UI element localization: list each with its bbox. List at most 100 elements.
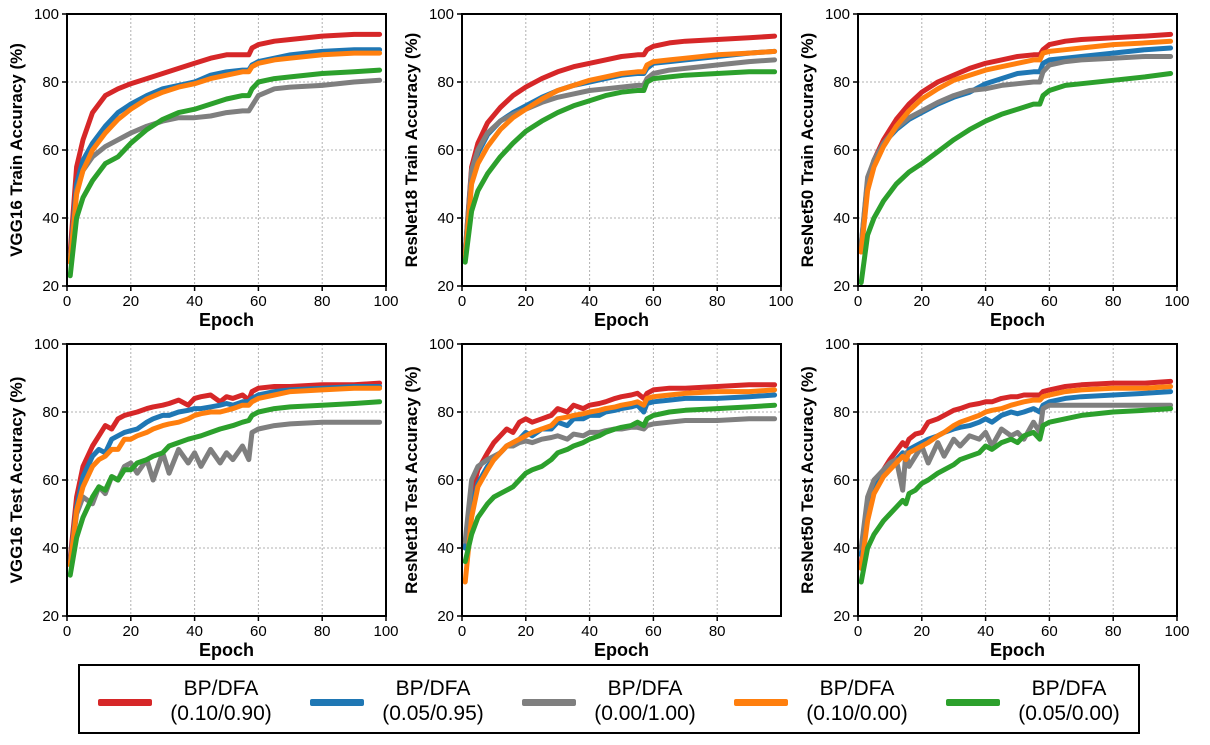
x-tick-label: 0 (63, 293, 71, 310)
legend-label-5-line1: BP/DFA (1031, 677, 1107, 700)
y-tick-label: 40 (42, 540, 59, 557)
legend-item-4: BP/DFA (0.10/0.00) (716, 672, 926, 730)
series-line-5 (858, 71, 1174, 286)
y-tick-label: 40 (833, 210, 850, 227)
x-tick-label: 20 (122, 623, 139, 640)
series-line-2 (67, 47, 383, 262)
x-axis-label: Epoch (990, 640, 1045, 660)
y-tick-label: 100 (825, 336, 850, 353)
y-tick-label: 20 (833, 608, 850, 625)
x-axis-label: Epoch (199, 310, 254, 330)
y-tick-label: 80 (833, 404, 850, 421)
x-tick-label: 80 (1105, 293, 1122, 310)
legend-label-1-line1: BP/DFA (183, 677, 259, 700)
x-tick-label: 20 (517, 623, 534, 640)
series-line-5 (67, 399, 383, 578)
x-tick-label: 60 (645, 293, 662, 310)
legend-label-4-line1: BP/DFA (819, 677, 895, 700)
y-tick-label: 80 (42, 74, 59, 91)
legend-label-2: BP/DFA (0.05/0.95) (368, 676, 498, 726)
y-tick-label: 40 (833, 540, 850, 557)
series-line-4 (462, 387, 778, 585)
x-tick-label: 0 (854, 293, 862, 310)
y-tick-label: 80 (833, 74, 850, 91)
series-line-3 (858, 402, 1174, 551)
y-tick-label: 60 (42, 472, 59, 489)
x-tick-label: 20 (913, 623, 930, 640)
legend-label-5-line2: (0.05/0.00) (1018, 702, 1120, 725)
series-line-5 (462, 402, 778, 565)
x-tick-label: 40 (977, 623, 994, 640)
y-axis-label: VGG16 Train Accuracy (%) (7, 43, 26, 257)
series-line-4 (67, 50, 383, 265)
series-line-1 (67, 31, 383, 255)
x-axis-label: Epoch (594, 640, 649, 660)
y-tick-label: 20 (437, 608, 454, 625)
legend-swatch-5 (946, 699, 1000, 706)
series-line-2 (67, 384, 383, 565)
x-tick-label: 60 (645, 623, 662, 640)
x-axis-label: Epoch (594, 310, 649, 330)
y-tick-label: 20 (437, 278, 454, 295)
y-tick-label: 40 (437, 540, 454, 557)
series-line-3 (67, 77, 383, 265)
y-tick-label: 100 (34, 336, 59, 353)
legend-swatch-3 (522, 699, 576, 706)
x-tick-label: 60 (1041, 623, 1058, 640)
x-tick-label: 40 (581, 623, 598, 640)
series-line-3 (858, 54, 1174, 248)
series-line-5 (462, 69, 778, 265)
legend-item-2: BP/DFA (0.05/0.95) (292, 672, 502, 730)
y-tick-label: 20 (42, 608, 59, 625)
legend-label-3: BP/DFA (0.00/1.00) (580, 676, 710, 726)
x-tick-label: 80 (314, 293, 331, 310)
x-tick-label: 80 (709, 293, 726, 310)
x-axis-label: Epoch (990, 310, 1045, 330)
x-tick-label: 40 (977, 293, 994, 310)
x-tick-label: 0 (63, 623, 71, 640)
x-tick-label: 60 (250, 623, 267, 640)
series-line-4 (858, 38, 1174, 255)
legend-label-4: BP/DFA (0.10/0.00) (792, 676, 922, 726)
series-line-2 (462, 48, 778, 255)
legend-item-5: BP/DFA (0.05/0.00) (928, 672, 1138, 730)
legend-label-1: BP/DFA (0.10/0.90) (156, 676, 286, 726)
series-line-1 (462, 382, 778, 551)
y-axis-label: ResNet18 Train Accuracy (%) (402, 33, 421, 268)
y-tick-label: 100 (429, 336, 454, 353)
y-tick-label: 80 (42, 404, 59, 421)
y-tick-label: 40 (437, 210, 454, 227)
y-tick-label: 60 (437, 472, 454, 489)
series-line-3 (67, 419, 383, 568)
x-tick-label: 100 (1164, 293, 1189, 310)
legend-item-1: BP/DFA (0.10/0.90) (80, 672, 290, 730)
legend-label-3-line2: (0.00/1.00) (594, 702, 696, 725)
x-tick-label: 80 (709, 623, 726, 640)
series-line-1 (462, 33, 778, 255)
x-tick-label: 100 (373, 293, 398, 310)
y-tick-label: 100 (429, 6, 454, 23)
series-line-1 (67, 380, 383, 561)
series-line-4 (462, 48, 778, 262)
x-tick-label: 0 (854, 623, 862, 640)
series-line-2 (858, 389, 1174, 558)
x-axis-label: Epoch (199, 640, 254, 660)
series-line-3 (462, 57, 778, 255)
y-tick-label: 100 (825, 6, 850, 23)
y-tick-label: 20 (42, 278, 59, 295)
legend-label-2-line1: BP/DFA (395, 677, 471, 700)
y-tick-label: 20 (833, 278, 850, 295)
series-line-1 (858, 378, 1174, 568)
x-tick-label: 80 (314, 623, 331, 640)
y-tick-label: 80 (437, 404, 454, 421)
series-line-4 (67, 385, 383, 568)
x-tick-label: 60 (250, 293, 267, 310)
x-tick-label: 0 (458, 623, 466, 640)
x-tick-label: 80 (1105, 623, 1122, 640)
y-tick-label: 100 (34, 6, 59, 23)
